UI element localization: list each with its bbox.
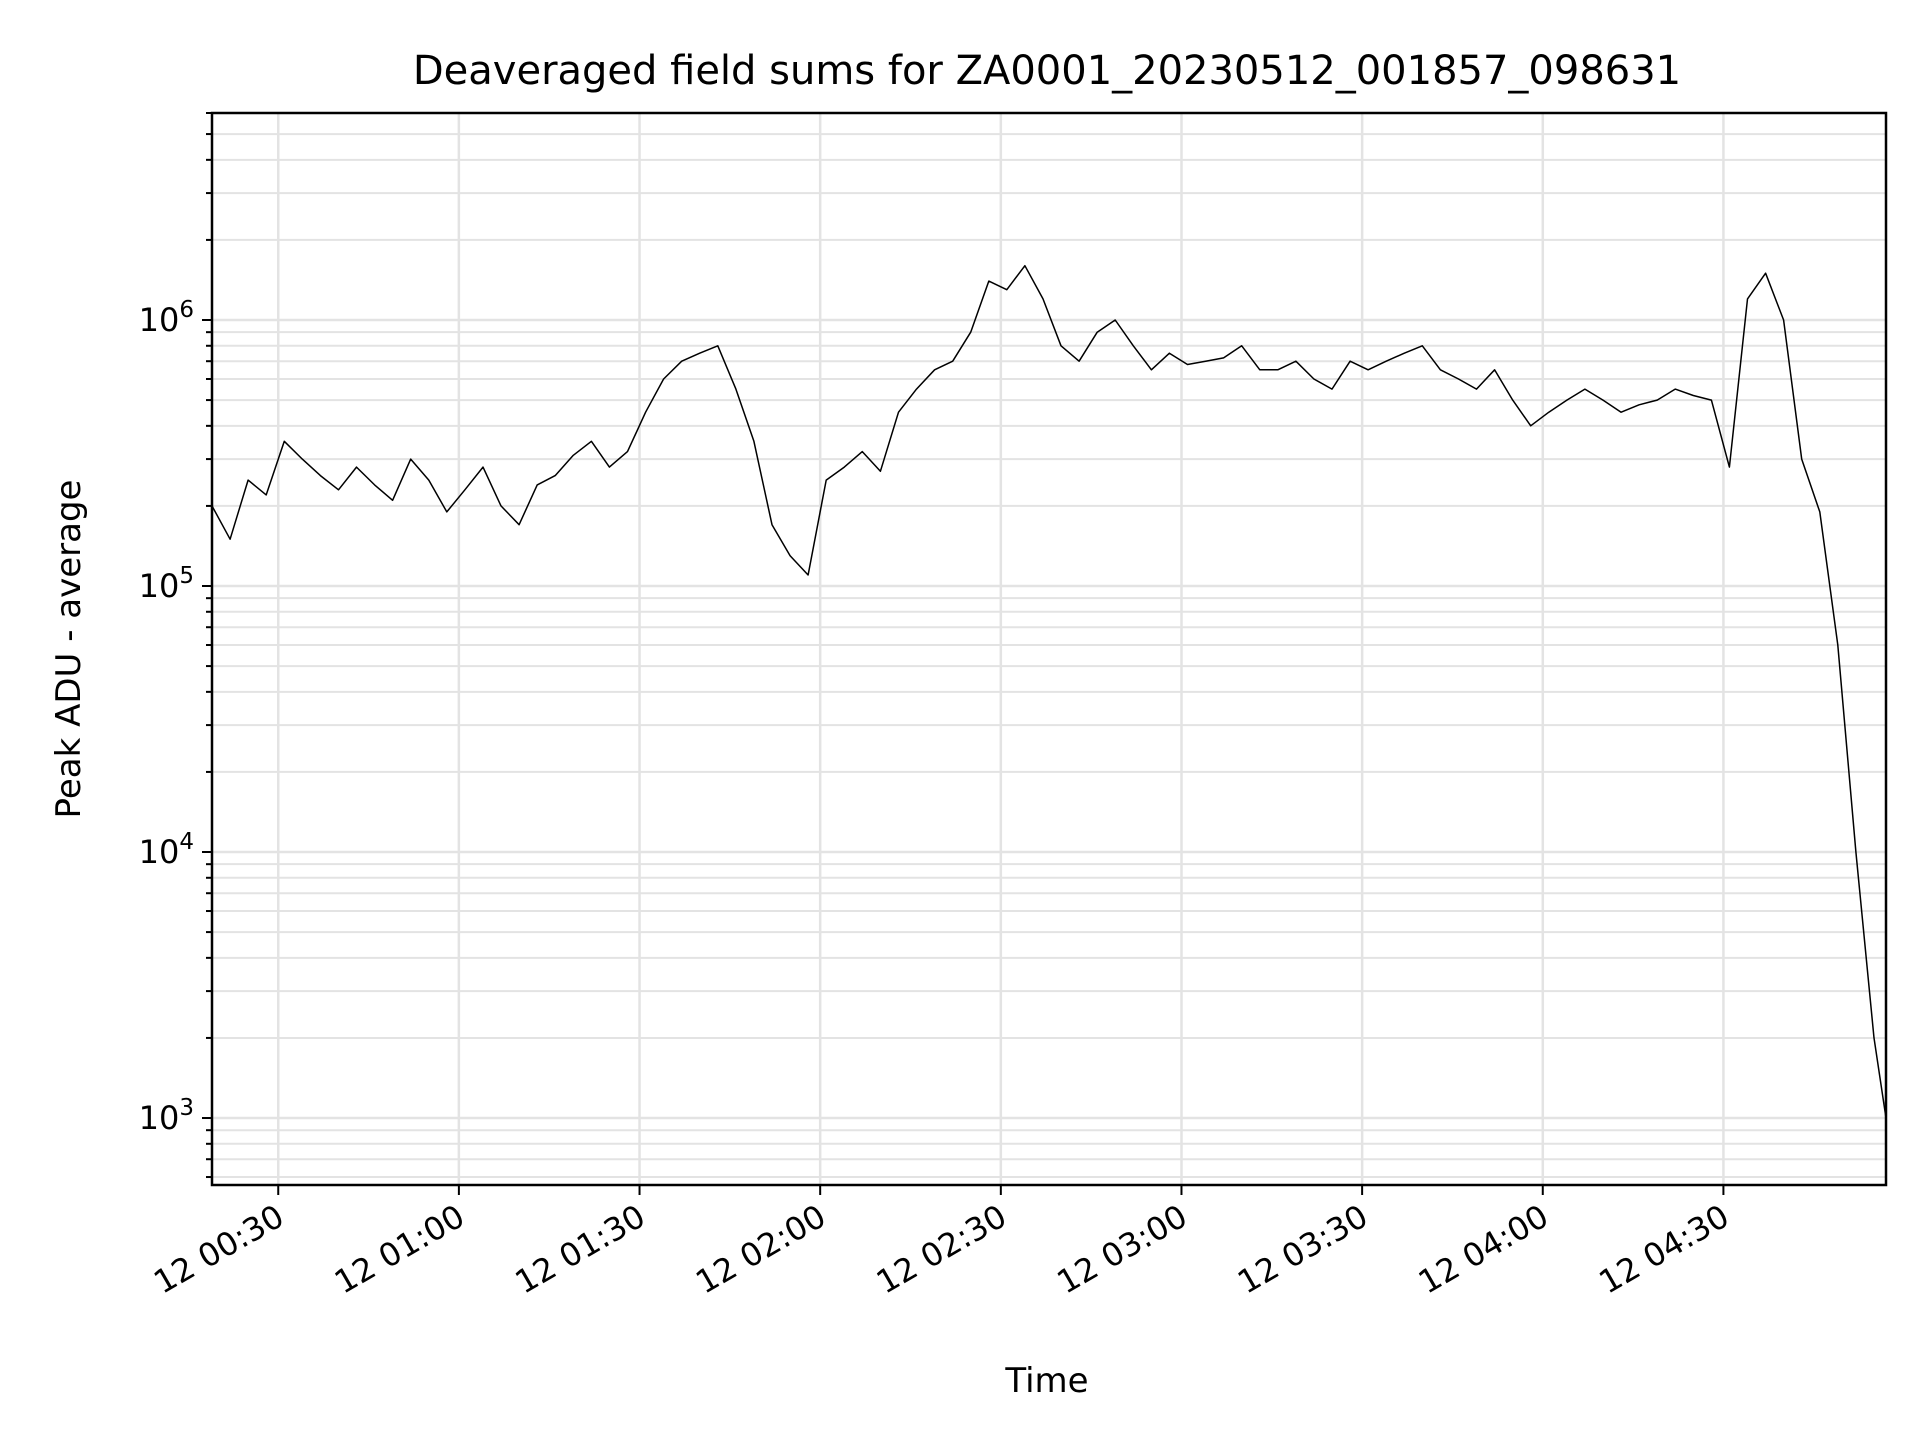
y-tick-label: 106 (139, 297, 194, 339)
y-axis-label: Peak ADU - average (49, 480, 89, 819)
grid (212, 112, 1886, 1185)
series-line (211, 264, 1887, 1119)
chart-title: Deaveraged field sums for ZA0001_2023051… (413, 48, 1681, 94)
plot-area (211, 264, 1887, 1119)
plot-frame (210, 111, 1888, 1187)
x-axis-label: Time (1004, 1361, 1088, 1401)
